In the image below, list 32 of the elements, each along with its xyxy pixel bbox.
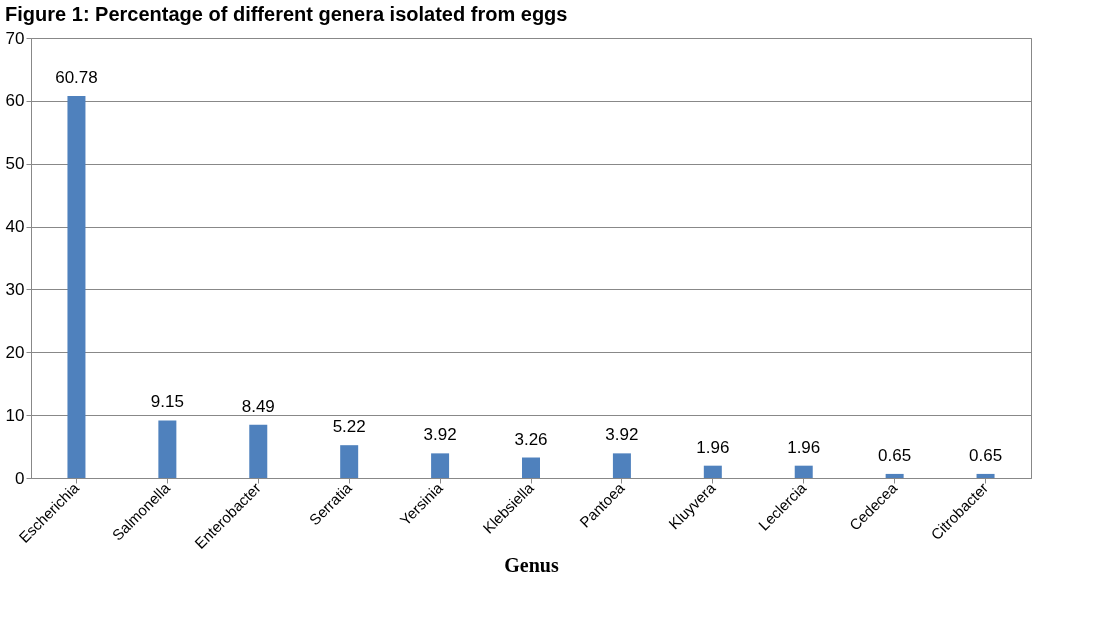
bar — [67, 95, 86, 478]
data-label: 60.78 — [55, 67, 98, 87]
data-label: 1.96 — [787, 437, 821, 457]
y-tick-label: 30 — [5, 279, 25, 299]
y-tick-label: 0 — [15, 468, 25, 488]
data-label: 1.96 — [696, 437, 730, 457]
data-label: 3.92 — [423, 425, 457, 445]
data-label: 9.15 — [150, 392, 184, 412]
y-tick-label: 70 — [5, 28, 25, 48]
y-tick-label: 40 — [5, 217, 25, 237]
bar — [158, 420, 177, 478]
bar — [431, 453, 450, 478]
y-tick-label: 50 — [5, 154, 25, 174]
data-label: 3.26 — [514, 429, 548, 449]
data-label: 8.49 — [241, 396, 275, 416]
y-tick-label: 10 — [5, 405, 25, 425]
data-label: 0.65 — [969, 445, 1003, 465]
y-tick-label: 20 — [5, 342, 25, 362]
data-label: 0.65 — [878, 445, 912, 465]
bar — [340, 445, 359, 478]
y-tick-label: 60 — [5, 91, 25, 111]
x-axis-title: Genus — [504, 553, 559, 576]
data-label: 3.92 — [605, 425, 639, 445]
chart-title: Figure 1: Percentage of different genera isolated from eggs — [5, 3, 568, 25]
bar — [794, 465, 813, 478]
bar — [885, 473, 904, 478]
bar — [522, 457, 540, 478]
data-label: 5.22 — [332, 417, 366, 437]
bar — [249, 424, 268, 478]
bar — [703, 465, 722, 478]
bar — [976, 473, 995, 478]
bar — [612, 453, 631, 478]
